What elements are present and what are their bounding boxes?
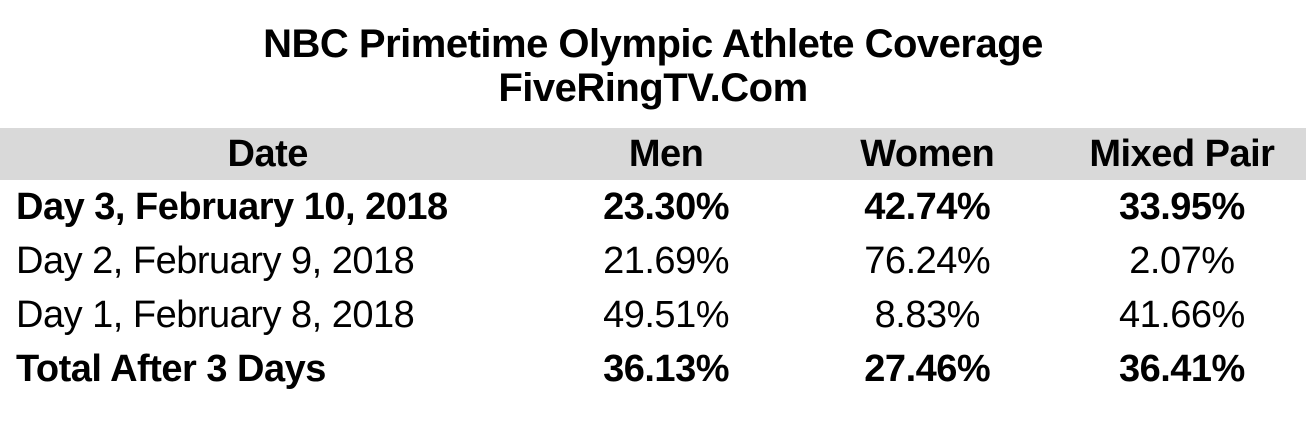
column-header-date: Date xyxy=(227,132,309,175)
column-header-women: Women xyxy=(860,132,995,175)
page-subtitle: FiveRingTV.Com xyxy=(498,66,808,110)
women-value-cell: 8.83% xyxy=(874,293,981,336)
page-title-block: NBC Primetime Olympic Athlete Coverage F… xyxy=(0,0,1306,110)
mixed-pair-value-cell: 36.41% xyxy=(1118,347,1245,390)
date-cell: Total After 3 Days xyxy=(16,347,326,390)
women-value-cell: 27.46% xyxy=(864,347,991,390)
men-value-cell: 36.13% xyxy=(603,347,729,390)
coverage-table: Date Men Women Mixed Pair Day 3, Februar… xyxy=(0,128,1306,396)
table-header-row: Date Men Women Mixed Pair xyxy=(0,128,1306,180)
table-row-day-1: Day 1, February 8, 2018 49.51% 8.83% 41.… xyxy=(0,288,1306,342)
women-value-cell: 76.24% xyxy=(864,239,991,282)
mixed-pair-value-cell: 41.66% xyxy=(1118,293,1245,336)
date-cell: Day 1, February 8, 2018 xyxy=(16,293,415,336)
table-row-day-3: Day 3, February 10, 2018 23.30% 42.74% 3… xyxy=(0,180,1306,234)
men-value-cell: 21.69% xyxy=(603,239,729,282)
women-value-cell: 42.74% xyxy=(864,185,991,228)
date-cell: Day 3, February 10, 2018 xyxy=(16,185,448,228)
mixed-pair-value-cell: 33.95% xyxy=(1118,185,1245,228)
table-row-total: Total After 3 Days 36.13% 27.46% 36.41% xyxy=(0,342,1306,396)
column-header-mixed-pair: Mixed Pair xyxy=(1089,132,1275,175)
column-header-men: Men xyxy=(628,132,704,175)
men-value-cell: 49.51% xyxy=(603,293,729,336)
men-value-cell: 23.30% xyxy=(603,185,729,228)
date-cell: Day 2, February 9, 2018 xyxy=(16,239,415,282)
page-title: NBC Primetime Olympic Athlete Coverage xyxy=(263,22,1043,66)
mixed-pair-value-cell: 2.07% xyxy=(1129,239,1235,282)
table-row-day-2: Day 2, February 9, 2018 21.69% 76.24% 2.… xyxy=(0,234,1306,288)
